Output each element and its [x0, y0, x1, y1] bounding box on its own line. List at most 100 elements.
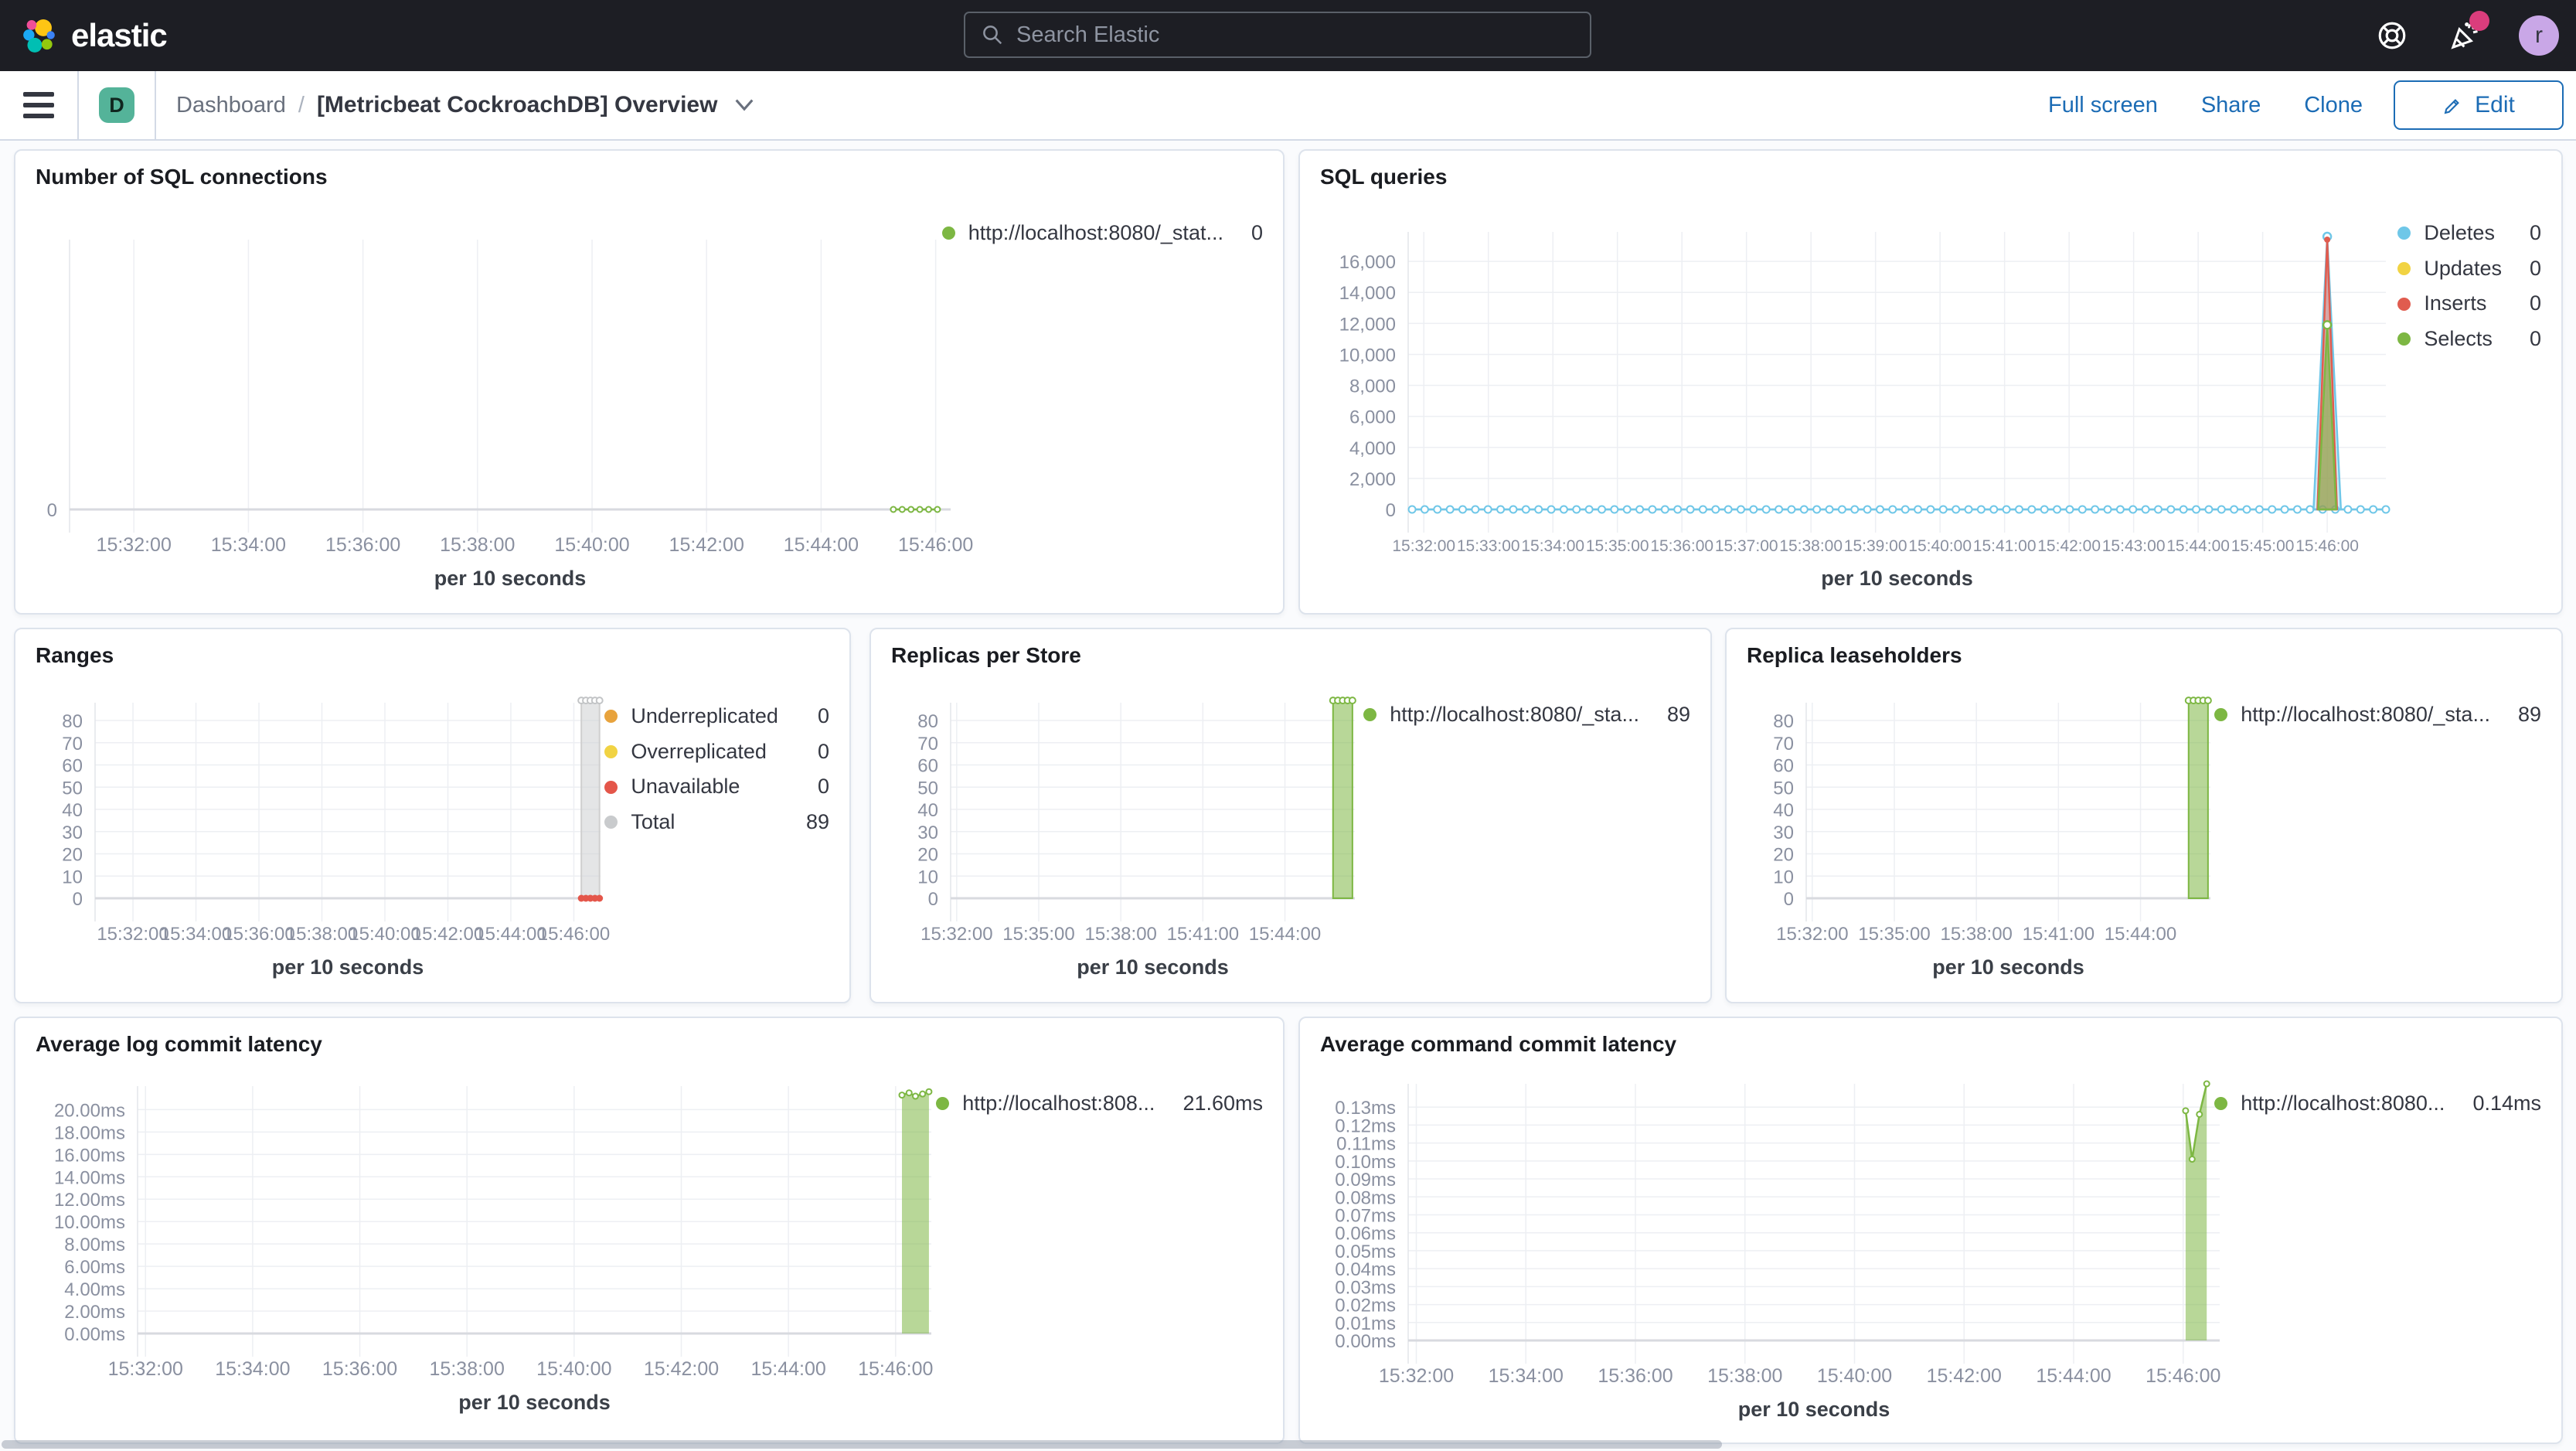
svg-text:per 10 seconds: per 10 seconds — [1738, 1398, 1890, 1421]
legend-label[interactable]: http://localhost:8080... — [2241, 1092, 2445, 1115]
global-header: elastic Search Elastic — [0, 0, 2576, 71]
svg-text:20: 20 — [62, 845, 83, 866]
svg-text:15:42:00: 15:42:00 — [2037, 537, 2101, 555]
legend-value: 21.60ms — [1183, 1092, 1263, 1115]
panel-title[interactable]: Ranges — [36, 643, 114, 667]
legend-label[interactable]: Underreplicated — [631, 704, 778, 727]
chart-canvas[interactable]: 0 2,000 4,000 6,000 8,000 10,000 12,000 14,000 1… — [1300, 151, 2561, 613]
legend-value: 89 — [805, 810, 829, 834]
legend-value: 0 — [1251, 221, 1263, 244]
svg-text:80: 80 — [917, 711, 938, 732]
newsfeed-icon[interactable] — [2446, 11, 2489, 54]
legend-color-dot[interactable] — [604, 745, 618, 759]
legend-color-dot[interactable] — [604, 780, 618, 794]
legend-color-dot[interactable] — [604, 710, 618, 724]
legend-label[interactable]: Unavailable — [631, 775, 740, 799]
panel-title[interactable]: Average command commit latency — [1320, 1032, 1677, 1056]
horizontal-scrollbar[interactable] — [2, 1440, 1722, 1449]
legend-label[interactable]: Selects — [2424, 327, 2493, 351]
panel-title[interactable]: Replicas per Store — [891, 643, 1081, 667]
svg-text:4,000: 4,000 — [1349, 438, 1396, 459]
legend-color-dot[interactable] — [1363, 708, 1377, 722]
legend-color-dot[interactable] — [2214, 1097, 2228, 1111]
svg-text:6.00ms: 6.00ms — [64, 1257, 125, 1278]
legend-value: 0 — [2529, 221, 2541, 244]
menu-button[interactable] — [23, 92, 54, 118]
legend-color-dot[interactable] — [941, 227, 955, 240]
legend-color-dot[interactable] — [2397, 332, 2411, 346]
breadcrumb-dashboard[interactable]: Dashboard — [176, 92, 286, 118]
svg-text:60: 60 — [1773, 756, 1794, 777]
svg-text:15:42:00: 15:42:00 — [1927, 1365, 2002, 1387]
svg-text:70: 70 — [1773, 734, 1794, 754]
panel-avg-command-commit-latency: 0.00ms 0.01ms 0.02ms 0.03ms 0.04ms 0.05ms 0.06… — [1298, 1017, 2563, 1444]
space-badge[interactable]: D — [99, 87, 134, 123]
svg-text:50: 50 — [1773, 778, 1794, 799]
svg-text:20.00ms: 20.00ms — [54, 1100, 125, 1121]
chart-legend: http://localhost:808... 21.60ms — [936, 1092, 1263, 1115]
help-icon[interactable] — [2374, 17, 2411, 54]
panel-title[interactable]: SQL queries — [1320, 165, 1448, 189]
legend-label[interactable]: http://localhost:8080/_sta... — [2241, 703, 2490, 726]
svg-text:0.00ms: 0.00ms — [64, 1324, 125, 1345]
chart-canvas[interactable]: 0.00ms2.00ms4.00ms6.00ms8.00ms10.00ms12.… — [15, 1018, 1283, 1442]
svg-text:15:38:00: 15:38:00 — [430, 1358, 505, 1380]
svg-text:40: 40 — [62, 800, 83, 821]
legend-value: 0 — [817, 704, 829, 727]
elastic-logo[interactable]: elastic — [22, 17, 168, 54]
chevron-down-icon[interactable] — [734, 98, 754, 112]
svg-text:70: 70 — [917, 734, 938, 754]
chart-canvas[interactable]: 0102030405060708015:32:0015:34:0015:36:0… — [15, 629, 849, 1002]
search-input[interactable]: Search Elastic — [964, 12, 1591, 58]
edit-button[interactable]: Edit — [2394, 80, 2564, 130]
svg-text:0.00ms: 0.00ms — [1335, 1331, 1396, 1352]
svg-text:16.00ms: 16.00ms — [54, 1145, 125, 1166]
legend-label[interactable]: http://localhost:808... — [962, 1092, 1155, 1115]
share-button[interactable]: Share — [2200, 92, 2261, 118]
svg-text:15:32:00: 15:32:00 — [1392, 537, 1455, 555]
legend-color-dot[interactable] — [604, 816, 618, 829]
svg-text:per 10 seconds: per 10 seconds — [458, 1391, 611, 1414]
svg-text:18.00ms: 18.00ms — [54, 1122, 125, 1143]
header-actions: r — [2374, 0, 2576, 71]
legend-label[interactable]: Inserts — [2424, 291, 2487, 315]
svg-text:15:32:00: 15:32:00 — [108, 1358, 183, 1380]
svg-text:15:38:00: 15:38:00 — [1707, 1365, 1782, 1387]
svg-text:10,000: 10,000 — [1339, 345, 1396, 366]
svg-text:14,000: 14,000 — [1339, 283, 1396, 304]
svg-text:15:45:00: 15:45:00 — [2231, 537, 2295, 555]
legend-label[interactable]: Updates — [2424, 256, 2502, 280]
svg-text:15:40:00: 15:40:00 — [1908, 537, 1972, 555]
pencil-icon — [2444, 99, 2460, 114]
legend-label[interactable]: Deletes — [2424, 221, 2495, 244]
legend-color-dot[interactable] — [2397, 262, 2411, 276]
panel-title[interactable]: Number of SQL connections — [36, 165, 328, 189]
legend-label[interactable]: Total — [631, 810, 675, 834]
panel-title[interactable]: Average log commit latency — [36, 1032, 322, 1056]
full-screen-button[interactable]: Full screen — [2048, 92, 2158, 118]
svg-text:6,000: 6,000 — [1349, 407, 1396, 428]
legend-label[interactable]: Overreplicated — [631, 739, 767, 763]
legend-label[interactable]: http://localhost:8080/_stat... — [968, 221, 1223, 244]
page-title: [Metricbeat CockroachDB] Overview — [316, 92, 718, 118]
svg-text:0.06ms: 0.06ms — [1335, 1224, 1396, 1245]
legend-label[interactable]: http://localhost:8080/_sta... — [1390, 703, 1639, 726]
svg-text:15:44:00: 15:44:00 — [475, 924, 546, 945]
avatar[interactable]: r — [2519, 15, 2559, 56]
panel-title[interactable]: Replica leaseholders — [1747, 643, 1962, 667]
svg-text:8,000: 8,000 — [1349, 376, 1396, 397]
svg-text:15:32:00: 15:32:00 — [97, 534, 172, 556]
svg-text:0.12ms: 0.12ms — [1335, 1115, 1396, 1136]
svg-text:30: 30 — [917, 823, 938, 843]
chart-canvas[interactable]: 0 15:32:00 15:34:00 15:36:00 15:38:00 15:40:0… — [15, 151, 1283, 613]
legend-color-dot[interactable] — [2397, 297, 2411, 311]
legend-color-dot[interactable] — [2397, 227, 2411, 240]
svg-text:15:36:00: 15:36:00 — [322, 1358, 397, 1380]
legend-color-dot[interactable] — [936, 1097, 950, 1111]
clone-button[interactable]: Clone — [2304, 92, 2363, 118]
svg-text:70: 70 — [62, 734, 83, 754]
chart-canvas[interactable]: 0.00ms0.01ms0.02ms0.03ms0.04ms0.05ms0.06… — [1300, 1018, 2561, 1442]
legend-color-dot[interactable] — [2214, 708, 2228, 722]
